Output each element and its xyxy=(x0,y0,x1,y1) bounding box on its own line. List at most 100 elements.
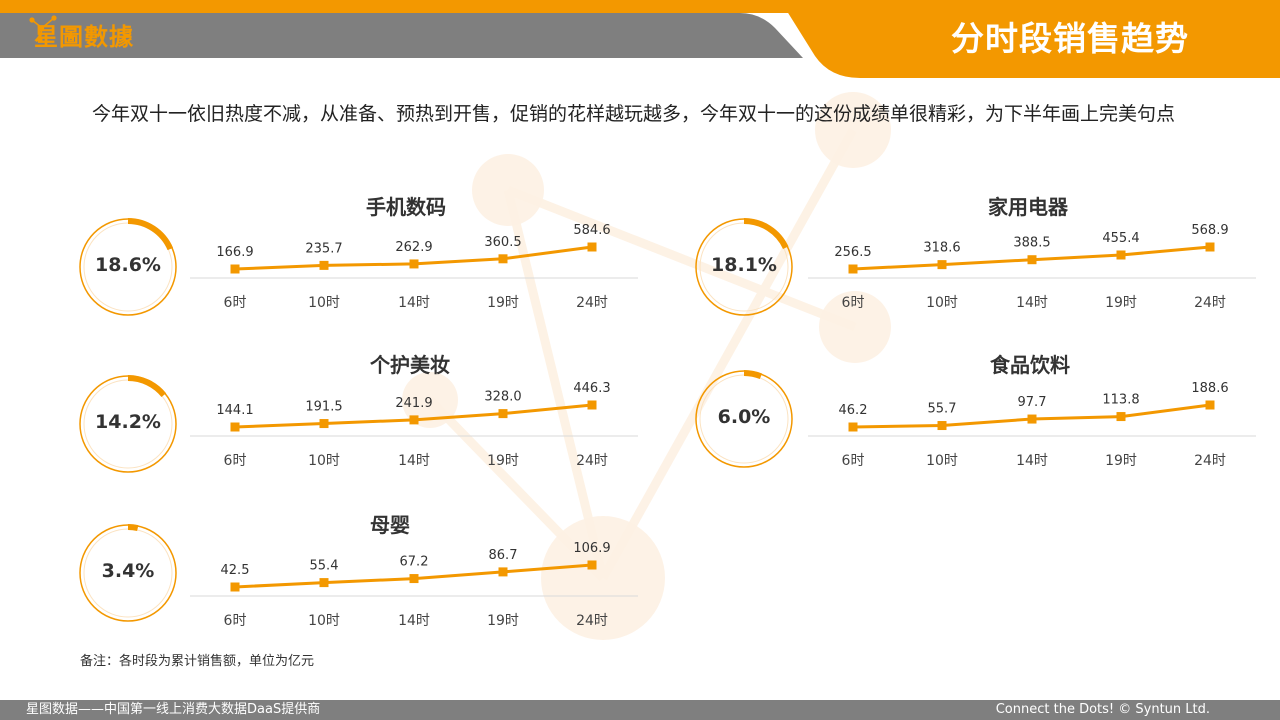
x-tick-label: 6时 xyxy=(224,453,247,469)
ring-outer xyxy=(79,524,177,622)
data-point xyxy=(498,409,508,419)
footer-left-text: 星图数据——中国第一线上消费大数据DaaS提供商 xyxy=(26,702,321,717)
data-label: 318.6 xyxy=(923,241,960,256)
x-tick-label: 14时 xyxy=(398,295,430,311)
share-ring xyxy=(79,375,177,473)
x-tick-label: 19时 xyxy=(487,453,519,469)
chart-title: 手机数码 xyxy=(366,195,446,219)
data-label: 235.7 xyxy=(305,241,342,256)
data-point xyxy=(848,422,858,432)
share-arc xyxy=(127,524,139,531)
data-label: 455.4 xyxy=(1102,231,1139,246)
share-value: 3.4% xyxy=(101,560,155,582)
footnote: 备注：各时段为累计销售额，单位为亿元 xyxy=(80,654,315,669)
x-tick-label: 6时 xyxy=(842,453,865,469)
share-arc xyxy=(743,218,789,250)
data-label: 166.9 xyxy=(216,245,253,260)
x-tick-label: 6时 xyxy=(224,295,247,311)
data-label: 584.6 xyxy=(573,223,610,238)
chart-title: 食品饮料 xyxy=(990,353,1070,377)
ring-outer xyxy=(79,375,177,473)
share-value: 18.1% xyxy=(711,254,777,276)
share-ring xyxy=(695,370,793,468)
share-ring xyxy=(79,524,177,622)
data-label: 113.8 xyxy=(1102,393,1139,408)
share-value: 18.6% xyxy=(95,254,161,276)
line-chart: 256.5 6时 318.6 10时 388.5 14时 455.4 19时 568.9 24时 xyxy=(808,223,1256,311)
data-label: 67.2 xyxy=(400,555,429,570)
logo-text: 星圖數據 xyxy=(34,22,134,51)
data-label: 256.5 xyxy=(834,245,871,260)
data-point xyxy=(230,422,240,432)
chart-title: 家用电器 xyxy=(988,195,1068,219)
data-point xyxy=(937,421,947,431)
footer-right-text: Connect the Dots! © Syntun Ltd. xyxy=(995,702,1210,717)
x-tick-label: 14时 xyxy=(398,613,430,629)
x-tick-label: 14时 xyxy=(398,453,430,469)
share-arc xyxy=(127,218,174,251)
data-point xyxy=(409,574,419,584)
data-label: 446.3 xyxy=(573,381,610,396)
x-tick-label: 10时 xyxy=(308,295,340,311)
data-point xyxy=(498,567,508,577)
x-tick-label: 24时 xyxy=(576,613,608,629)
data-point xyxy=(409,415,419,425)
data-point xyxy=(937,260,947,270)
data-point xyxy=(587,560,597,570)
data-point xyxy=(319,260,329,270)
data-label: 55.4 xyxy=(310,559,339,574)
x-tick-label: 19时 xyxy=(487,613,519,629)
data-point xyxy=(319,419,329,429)
x-tick-label: 10时 xyxy=(308,453,340,469)
data-label: 360.5 xyxy=(484,235,521,250)
share-arc xyxy=(743,370,763,380)
line-chart: 46.2 6时 55.7 10时 97.7 14时 113.8 19时 188.6 24时 xyxy=(808,381,1256,469)
data-point xyxy=(1116,250,1126,260)
logo-icon xyxy=(29,15,57,43)
share-ring xyxy=(695,218,793,316)
data-label: 55.7 xyxy=(928,402,957,417)
ring-outer xyxy=(695,218,793,316)
data-point xyxy=(587,400,597,410)
share-value: 6.0% xyxy=(717,406,771,428)
x-tick-label: 24时 xyxy=(576,295,608,311)
x-tick-label: 6时 xyxy=(842,295,865,311)
data-label: 262.9 xyxy=(395,240,432,255)
footer-bar: 星图数据——中国第一线上消费大数据DaaS提供商 Connect the Dot… xyxy=(0,700,1280,720)
chart-title: 个护美妆 xyxy=(370,353,450,377)
x-tick-label: 14时 xyxy=(1016,453,1048,469)
data-point xyxy=(1205,400,1215,410)
x-tick-label: 10时 xyxy=(926,295,958,311)
data-point xyxy=(409,259,419,269)
data-point xyxy=(1205,242,1215,252)
x-tick-label: 19时 xyxy=(1105,295,1137,311)
data-label: 188.6 xyxy=(1191,381,1228,396)
data-point xyxy=(587,242,597,252)
data-label: 97.7 xyxy=(1018,395,1047,410)
x-tick-label: 24时 xyxy=(1194,295,1226,311)
data-point xyxy=(319,578,329,588)
page-title: 分时段销售趋势 xyxy=(951,19,1189,58)
header-shapes xyxy=(0,0,1280,78)
data-label: 42.5 xyxy=(221,563,250,578)
data-label: 191.5 xyxy=(305,400,342,415)
x-tick-label: 24时 xyxy=(576,453,608,469)
share-value: 14.2% xyxy=(95,411,161,433)
line-chart: 144.1 6时 191.5 10时 241.9 14时 328.0 19时 446.3 24时 xyxy=(190,381,638,469)
data-point xyxy=(848,264,858,274)
x-tick-label: 10时 xyxy=(308,613,340,629)
ring-outer xyxy=(79,218,177,316)
data-point xyxy=(1027,255,1037,265)
header-bar: 星圖數據 分时段销售趋势 xyxy=(0,0,1280,80)
x-tick-label: 19时 xyxy=(487,295,519,311)
data-label: 328.0 xyxy=(484,390,521,405)
intro-text: 今年双十一依旧热度不减，从准备、预热到开售，促销的花样越玩越多，今年双十一的这份… xyxy=(92,103,1176,125)
data-point xyxy=(230,582,240,592)
line-chart: 42.5 6时 55.4 10时 67.2 14时 86.7 19时 106.9 24时 xyxy=(190,541,638,629)
x-tick-label: 10时 xyxy=(926,453,958,469)
data-point xyxy=(1027,414,1037,424)
data-label: 46.2 xyxy=(839,403,868,418)
data-point xyxy=(498,254,508,264)
data-label: 144.1 xyxy=(216,403,253,418)
data-label: 568.9 xyxy=(1191,223,1228,238)
